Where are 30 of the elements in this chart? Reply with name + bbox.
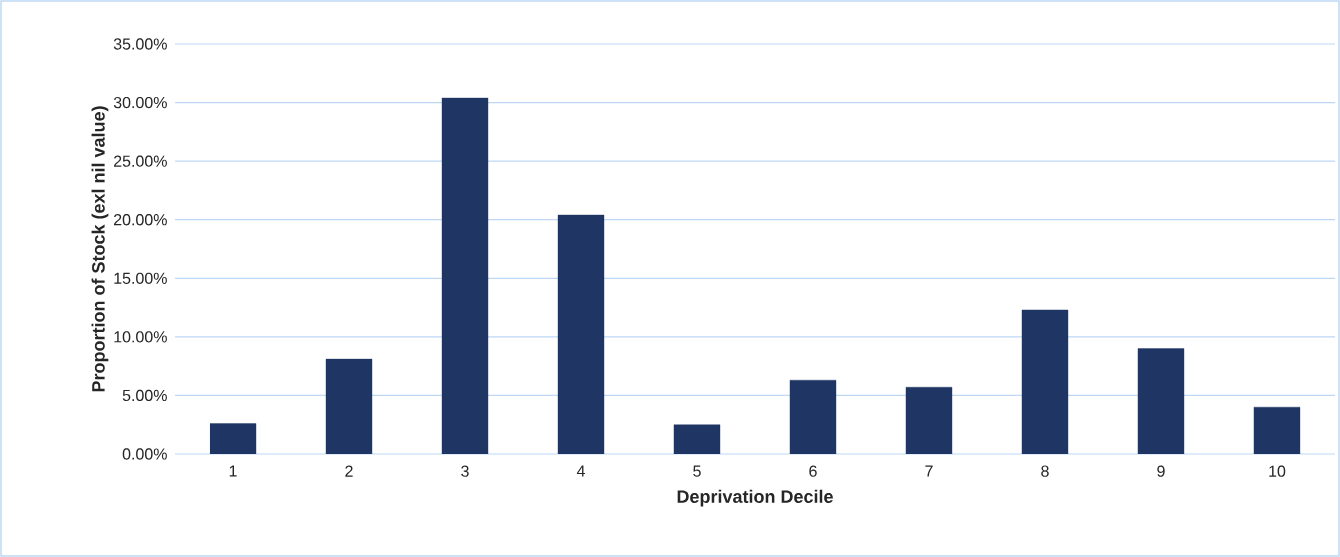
y-tick-label: 10.00% [114,331,167,343]
y-tick-label: 25.00% [114,155,167,167]
x-tick-label: 6 [809,465,817,477]
bar [1253,406,1301,454]
bar [1137,348,1185,454]
x-tick-label: 9 [1157,465,1165,477]
y-tick-label: 5.00% [122,389,167,402]
x-tick-label: 5 [693,465,701,477]
y-tick-label: 20.00% [114,214,167,226]
y-tick-label: 0.00% [122,448,167,460]
bar [673,424,721,454]
bar [905,387,953,454]
bar [325,358,373,454]
bar [1021,309,1069,454]
x-tick-label: 2 [345,465,353,477]
x-axis-title: Deprivation Decile [677,489,833,507]
x-tick-label: 8 [1041,465,1049,477]
x-tick-label: 3 [461,465,469,477]
y-tick-label: 30.00% [113,96,167,109]
bar [557,214,605,454]
y-tick-label: 35.00% [113,38,167,50]
y-axis-title: Proportion of Stock (exl nil value) [91,106,109,392]
x-tick-label: 1 [229,465,237,477]
x-tick-label: 4 [576,465,585,477]
bar [209,423,257,454]
bar [789,380,837,454]
y-tick-label: 15.00% [114,272,167,284]
x-tick-label: 10 [1269,465,1286,477]
bar [441,97,489,454]
x-tick-label: 7 [925,465,933,477]
